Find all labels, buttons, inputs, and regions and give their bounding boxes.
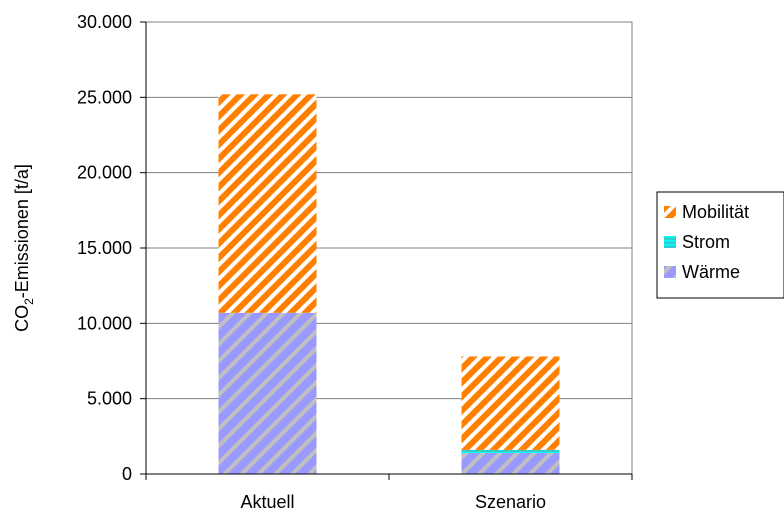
bar-szenario-w-rme [461, 452, 560, 474]
y-tick-labels: 0 5.000 10.000 15.000 20.000 25.000 30.000 [77, 12, 132, 484]
x-tick-label: Szenario [475, 492, 546, 512]
bar-szenario-mobilit-t [461, 356, 560, 450]
legend-frame [656, 191, 784, 299]
bars [218, 94, 560, 474]
x-tick-labels: Aktuell Szenario [240, 492, 546, 512]
x-tick-label: Aktuell [240, 492, 294, 512]
axes [140, 21, 633, 480]
bar-szenario-strom [461, 449, 560, 453]
y-axis-label: CO2-Emissionen [t/a] [12, 164, 36, 332]
legend-label-w-rme: Wärme [682, 262, 740, 282]
bar-aktuell-w-rme [218, 312, 317, 474]
y-tick-label: 5.000 [87, 389, 132, 409]
legend-swatch-mobilit-t [664, 206, 676, 218]
bar-aktuell-mobilit-t [218, 94, 317, 313]
legend-label-strom: Strom [682, 232, 730, 252]
y-tick-label: 10.000 [77, 313, 132, 333]
y-tick-label: 30.000 [77, 12, 132, 32]
y-tick-label: 20.000 [77, 163, 132, 183]
legend-label-mobilit-t: Mobilität [682, 202, 749, 222]
legend: Mobilität Strom Wärme [656, 191, 784, 299]
y-tick-label: 0 [122, 464, 132, 484]
legend-swatch-w-rme [664, 266, 676, 278]
y-tick-label: 25.000 [77, 87, 132, 107]
legend-swatch-strom [664, 236, 676, 248]
y-tick-label: 15.000 [77, 238, 132, 258]
